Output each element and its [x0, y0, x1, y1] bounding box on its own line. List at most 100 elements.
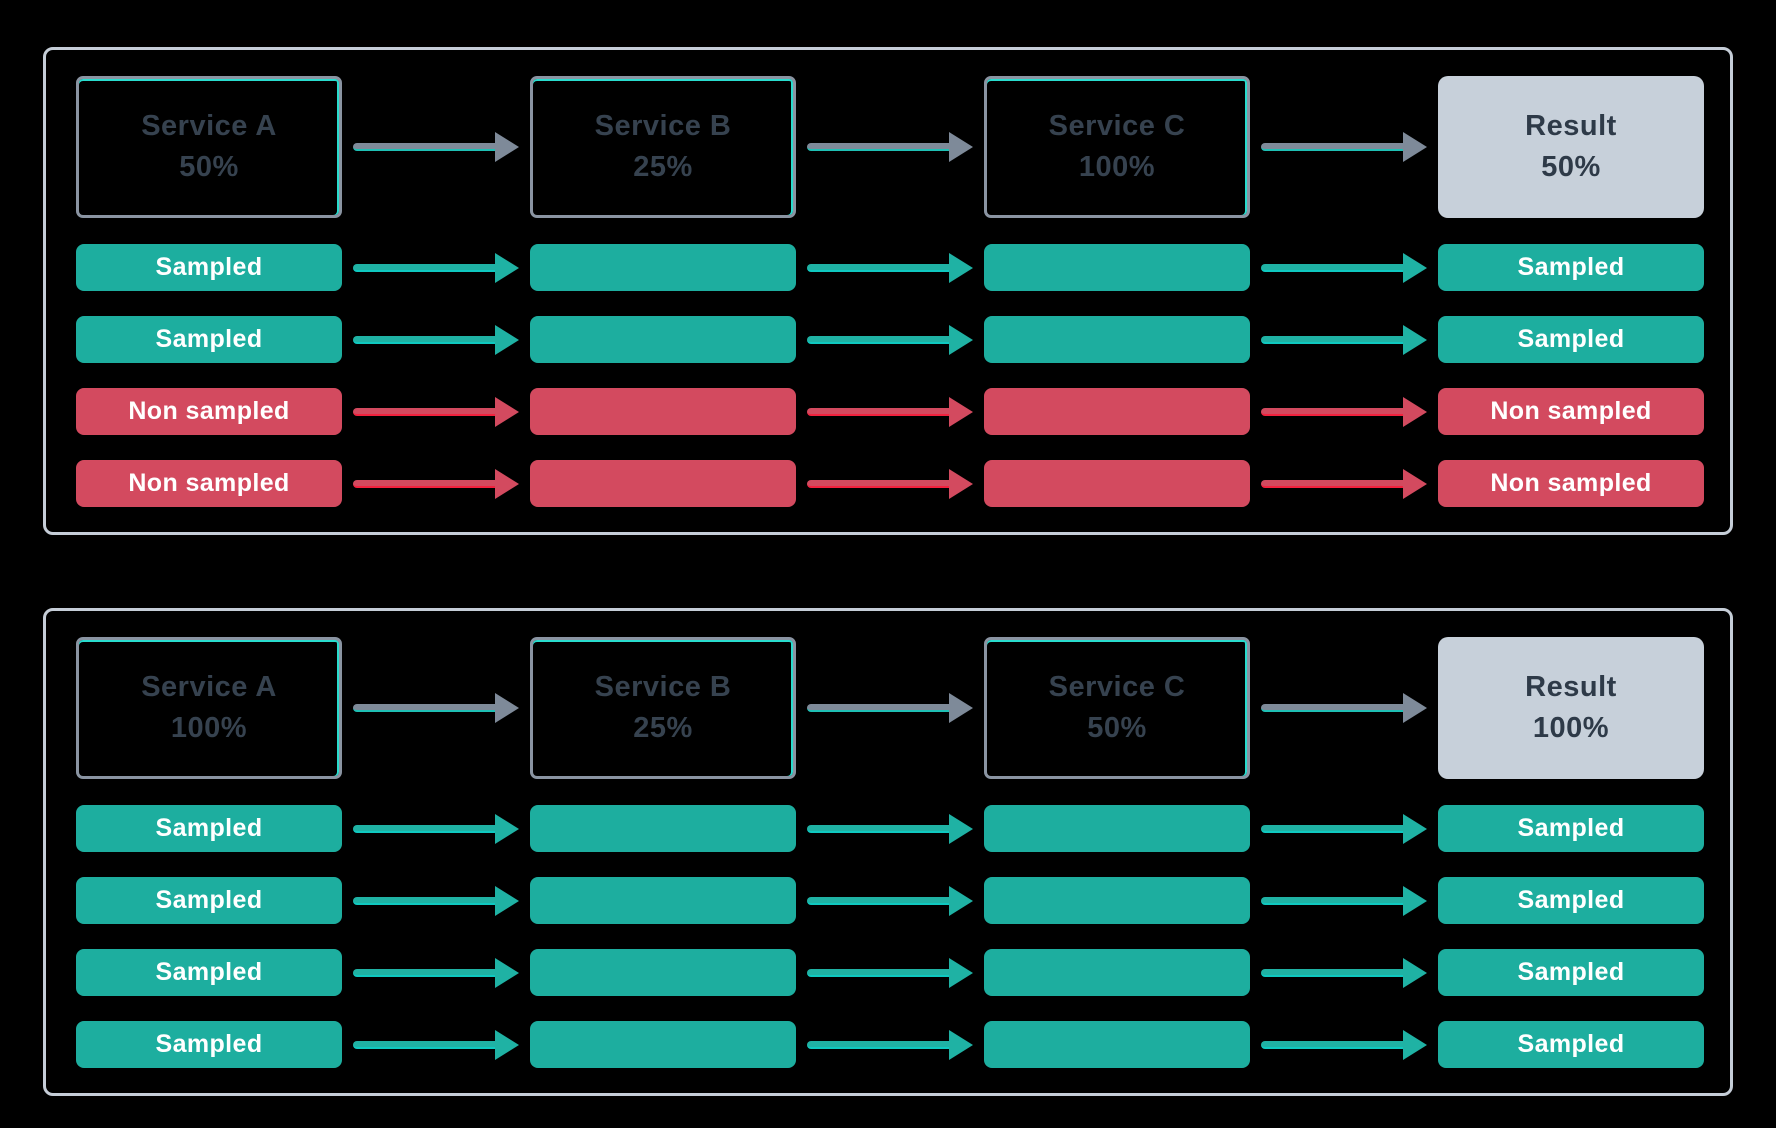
- trace-pill-label: Non sampled: [1490, 397, 1652, 425]
- trace-pill-mid: [984, 805, 1250, 852]
- arrow-head-icon: [1403, 132, 1427, 162]
- flow-arrow-icon: [353, 132, 519, 162]
- result-rate: 100%: [1532, 712, 1610, 744]
- trace-row-3: Non sampled Non sampled: [76, 388, 1704, 435]
- flow-arrow-icon: [807, 885, 973, 916]
- service-name: Service A: [141, 670, 277, 703]
- flow-arrow-icon: [1261, 324, 1427, 355]
- flow-arrow-icon: [353, 324, 519, 355]
- service-rate: 100%: [170, 712, 248, 744]
- service-rate: 100%: [1078, 151, 1156, 183]
- trace-pill-mid: [530, 1021, 796, 1068]
- flow-arrow-icon: [353, 252, 519, 283]
- trace-pill-start: Sampled: [76, 316, 342, 363]
- service-rate: 25%: [633, 712, 693, 744]
- trace-pill-end: Sampled: [1438, 949, 1704, 996]
- flow-arrow-icon: [1261, 468, 1427, 499]
- flow-arrow-icon: [353, 1029, 519, 1060]
- arrow-head-icon: [495, 324, 519, 355]
- arrow-head-icon: [949, 957, 973, 988]
- arrow-head-icon: [949, 693, 973, 723]
- trace-pill-label: Sampled: [1517, 814, 1625, 842]
- arrow-head-icon: [1403, 396, 1427, 427]
- trace-pill-end: Sampled: [1438, 244, 1704, 291]
- flow-arrow-icon: [807, 957, 973, 988]
- trace-row-1: Sampled Sampled: [76, 244, 1704, 291]
- trace-row-2: Sampled Sampled: [76, 877, 1704, 924]
- flow-arrow-icon: [807, 468, 973, 499]
- service-name: Service C: [1048, 670, 1186, 703]
- arrow-head-icon: [1403, 693, 1427, 723]
- trace-pill-label: Sampled: [155, 958, 263, 986]
- service-name: Service C: [1048, 109, 1186, 142]
- arrow-head-icon: [495, 957, 519, 988]
- trace-pill-mid: [984, 388, 1250, 435]
- service-box-a: Service A 100%: [76, 637, 342, 779]
- result-name: Result: [1525, 109, 1617, 142]
- flow-arrow-icon: [353, 396, 519, 427]
- trace-pill-label: Sampled: [1517, 958, 1625, 986]
- service-name: Service A: [141, 109, 277, 142]
- service-box-c: Service C 100%: [984, 76, 1250, 218]
- service-box-a: Service A 50%: [76, 76, 342, 218]
- service-name: Service B: [594, 670, 732, 703]
- arrow-head-icon: [949, 396, 973, 427]
- flow-arrow-icon: [1261, 813, 1427, 844]
- arrow-head-icon: [949, 1029, 973, 1060]
- arrow-cell: [342, 693, 530, 723]
- result-name: Result: [1525, 670, 1617, 703]
- flow-arrow-icon: [1261, 252, 1427, 283]
- arrow-head-icon: [949, 324, 973, 355]
- service-rate: 25%: [633, 151, 693, 183]
- trace-row-2: Sampled Sampled: [76, 316, 1704, 363]
- flow-arrow-icon: [1261, 1029, 1427, 1060]
- trace-pill-start: Sampled: [76, 877, 342, 924]
- service-box-b: Service B 25%: [530, 637, 796, 779]
- sampling-flow-panel-2: Service A 100% Service B 25% Service C 5…: [43, 608, 1733, 1096]
- service-row: Service A 50% Service B 25% Service C 10…: [76, 76, 1704, 218]
- trace-pill-mid: [984, 460, 1250, 507]
- arrow-head-icon: [949, 132, 973, 162]
- arrow-head-icon: [495, 813, 519, 844]
- flow-arrow-icon: [807, 813, 973, 844]
- trace-pill-end: Sampled: [1438, 1021, 1704, 1068]
- flow-arrow-icon: [353, 468, 519, 499]
- result-rate: 50%: [1541, 151, 1601, 183]
- arrow-cell: [796, 132, 984, 162]
- trace-pill-mid: [530, 244, 796, 291]
- trace-pill-mid: [984, 949, 1250, 996]
- sampling-flow-panel-1: Service A 50% Service B 25% Service C 10…: [43, 47, 1733, 535]
- arrow-head-icon: [1403, 1029, 1427, 1060]
- trace-pill-mid: [530, 877, 796, 924]
- arrow-head-icon: [495, 252, 519, 283]
- service-rate: 50%: [179, 151, 239, 183]
- trace-pill-label: Sampled: [155, 325, 263, 353]
- arrow-shaft: [1261, 143, 1406, 151]
- trace-pill-label: Sampled: [1517, 1030, 1625, 1058]
- flow-arrow-icon: [1261, 957, 1427, 988]
- trace-pill-label: Sampled: [155, 814, 263, 842]
- arrow-cell: [1250, 132, 1438, 162]
- trace-row-4: Sampled Sampled: [76, 1021, 1704, 1068]
- trace-pill-mid: [530, 805, 796, 852]
- arrow-shaft: [353, 143, 498, 151]
- trace-pill-start: Sampled: [76, 949, 342, 996]
- flow-arrow-icon: [1261, 693, 1427, 723]
- trace-pill-mid: [530, 949, 796, 996]
- arrow-shaft: [807, 143, 952, 151]
- flow-arrow-icon: [353, 885, 519, 916]
- arrow-head-icon: [949, 252, 973, 283]
- trace-pill-mid: [984, 1021, 1250, 1068]
- trace-pill-label: Sampled: [1517, 325, 1625, 353]
- trace-pill-mid: [984, 877, 1250, 924]
- trace-pill-mid: [530, 388, 796, 435]
- arrow-cell: [796, 693, 984, 723]
- arrow-head-icon: [495, 132, 519, 162]
- result-box: Result 50%: [1438, 76, 1704, 218]
- arrow-head-icon: [1403, 468, 1427, 499]
- flow-arrow-icon: [1261, 132, 1427, 162]
- arrow-head-icon: [495, 468, 519, 499]
- trace-pill-mid: [984, 244, 1250, 291]
- trace-pill-label: Sampled: [1517, 253, 1625, 281]
- arrow-head-icon: [1403, 957, 1427, 988]
